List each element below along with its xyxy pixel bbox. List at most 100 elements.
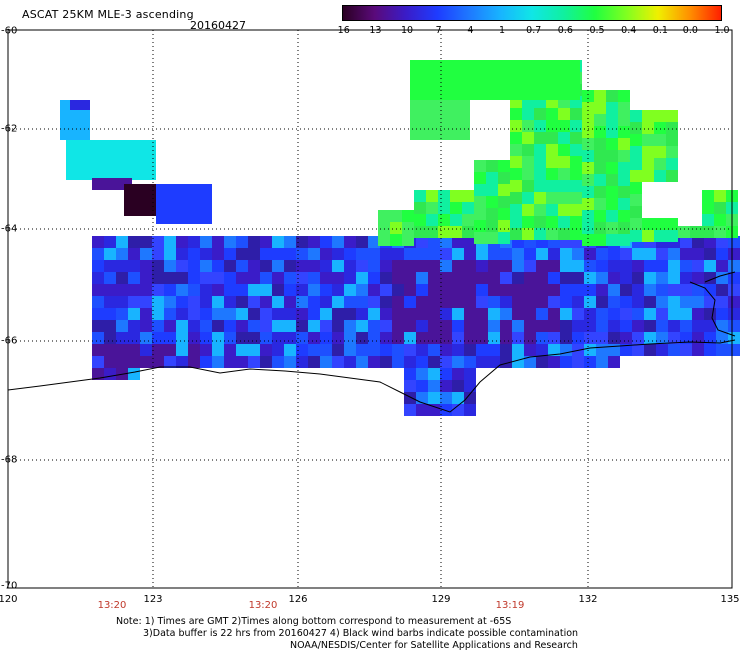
swath-cell [104, 344, 116, 356]
swath-cell [404, 356, 416, 368]
swath-cell [380, 344, 392, 356]
swath-cell [570, 120, 582, 132]
lon-label: 135 [720, 594, 740, 605]
swath-cell [464, 272, 476, 284]
swath-cell [558, 108, 570, 120]
swath-cell [116, 308, 128, 320]
swath-cell [668, 272, 680, 284]
swath-cell [128, 356, 140, 368]
swath-cell [498, 172, 510, 184]
swath-cell [668, 296, 680, 308]
swath-cell [618, 198, 630, 210]
swath-cell [450, 226, 462, 238]
swath-cell [510, 204, 522, 216]
swath-cell [260, 236, 272, 248]
swath-cell [584, 272, 596, 284]
swath-cell [378, 210, 390, 222]
swath-cell [654, 146, 666, 158]
swath-cell [164, 284, 176, 296]
swath-cell [512, 344, 524, 356]
swath-cell [582, 102, 594, 114]
swath-cell [440, 296, 452, 308]
swath-cell [176, 320, 188, 332]
swath-cell [452, 392, 464, 404]
swath-cell [344, 260, 356, 272]
swath-cell [380, 296, 392, 308]
swath-cell [618, 234, 630, 246]
swath-cell [176, 308, 188, 320]
swath-cell [620, 332, 632, 344]
swath-cell [692, 344, 704, 356]
swath-cell [440, 320, 452, 332]
swath-cell [692, 320, 704, 332]
swath-cell [668, 308, 680, 320]
swath-cell [212, 236, 224, 248]
swath-cell [608, 272, 620, 284]
swath-cell [642, 134, 654, 146]
swath-cell [524, 320, 536, 332]
swath-cell [428, 236, 440, 248]
map-frame [7, 29, 733, 589]
swath-cell [224, 260, 236, 272]
swath-cell [212, 320, 224, 332]
swath-cell [296, 236, 308, 248]
swath-cell [644, 296, 656, 308]
swath-cell [284, 260, 296, 272]
swath-cell [426, 226, 438, 238]
swath-cell [620, 248, 632, 260]
swath-cell [416, 380, 428, 392]
swath-cell [128, 260, 140, 272]
swath-cell [464, 284, 476, 296]
swath-cell [608, 248, 620, 260]
swath-cell [668, 344, 680, 356]
swath-cell [392, 308, 404, 320]
swath-cell [104, 320, 116, 332]
swath-cell [320, 272, 332, 284]
swath-cell [428, 296, 440, 308]
note-line-1: Note: 1) Times are GMT 2)Times along bot… [116, 616, 512, 627]
swath-cell [728, 284, 740, 296]
swath-cell [380, 308, 392, 320]
swath-cell [596, 260, 608, 272]
swath-cell [410, 100, 470, 140]
swath-cell [476, 248, 488, 260]
swath-cell [176, 344, 188, 356]
swath-cell [596, 296, 608, 308]
swath-cell [476, 320, 488, 332]
swath-cell [558, 132, 570, 144]
swath-cell [486, 160, 498, 172]
swath-cell [308, 320, 320, 332]
swath-cell [452, 260, 464, 272]
swath-cell [524, 260, 536, 272]
swath-cell [414, 214, 426, 226]
swath-cell [164, 332, 176, 344]
swath-cell [524, 308, 536, 320]
swath-cell [450, 202, 462, 214]
swath-cell [332, 248, 344, 260]
swath-cell [534, 144, 546, 156]
swath-cell [200, 320, 212, 332]
swath-cell [440, 248, 452, 260]
swath-cell [260, 296, 272, 308]
swath-cell [236, 332, 248, 344]
swath-cell [92, 332, 104, 344]
swath-cell [200, 284, 212, 296]
swath-cell [188, 344, 200, 356]
swath-cell [512, 248, 524, 260]
swath-cell [140, 260, 152, 272]
swath-cell [570, 204, 582, 216]
swath-cell [486, 220, 498, 232]
swath-cell [464, 368, 476, 380]
swath-cell [224, 332, 236, 344]
swath-cell [356, 344, 368, 356]
swath-cell [560, 272, 572, 284]
swath-cell [260, 260, 272, 272]
swath-cell [440, 236, 452, 248]
swath-cell [654, 230, 666, 242]
swath-cell [582, 234, 594, 246]
colorbar-tick-label: -7 [432, 25, 442, 36]
swath-cell [584, 356, 596, 368]
swath-cell [596, 284, 608, 296]
coastline-outlet [689, 271, 736, 337]
swath-cell [368, 260, 380, 272]
